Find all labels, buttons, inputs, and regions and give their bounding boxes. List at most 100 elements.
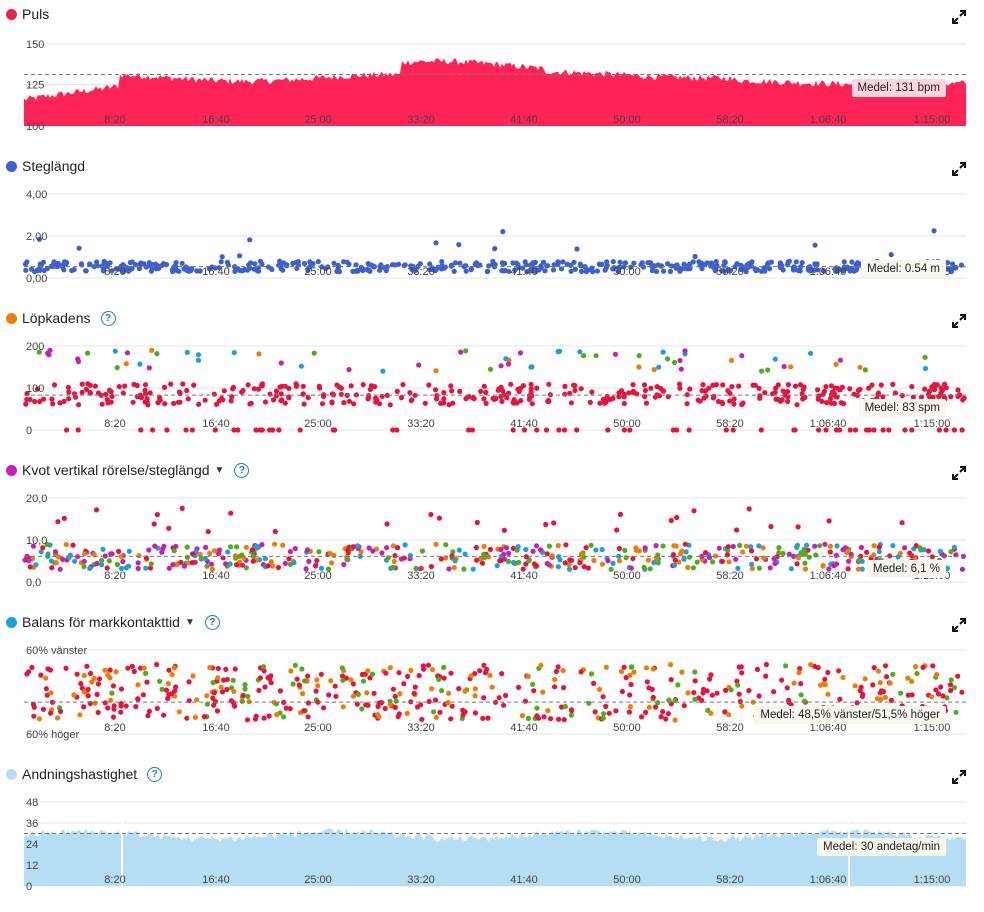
data-point [24,259,30,265]
data-point [364,690,370,696]
data-point [909,692,915,698]
data-point [544,263,550,269]
expand-icon[interactable] [952,618,966,632]
data-point [169,672,175,678]
data-point [728,357,735,363]
data-point [313,688,319,694]
data-point [438,400,444,406]
y-tick-label: 0,00 [26,273,47,285]
data-point [43,675,49,681]
data-point [685,564,691,571]
data-point [228,510,234,516]
data-point [890,671,896,677]
data-point [192,714,198,720]
data-point [135,696,141,702]
panel-title: Löpkadens [22,310,91,326]
data-point [318,671,324,677]
data-point [474,557,480,563]
data-point [345,547,351,553]
data-point [269,563,276,569]
data-point [282,383,288,389]
data-point [587,399,593,405]
data-point [951,685,958,691]
data-point [721,268,727,274]
data-point [85,693,91,699]
data-point [130,399,136,405]
data-point [305,714,311,720]
data-point [473,262,479,268]
expand-icon[interactable] [952,314,966,328]
data-point [329,560,335,566]
data-point [154,351,160,357]
data-point [949,261,956,267]
data-point [142,382,149,388]
data-point [501,551,507,557]
y-tick-label: 0 [26,425,32,437]
data-point [890,543,896,549]
data-point [953,264,959,270]
data-point [108,551,114,557]
data-point [690,259,696,265]
expand-icon[interactable] [952,466,966,480]
data-point [684,392,690,398]
data-point [905,692,912,698]
help-icon[interactable]: ? [234,462,250,478]
expand-icon[interactable] [952,162,966,176]
data-point [180,381,186,387]
data-point [959,566,966,572]
data-point [749,548,755,554]
x-tick-label: 1:15:00 [914,874,951,886]
data-point [204,701,210,707]
dropdown-caret-icon[interactable]: ▼ [184,616,195,628]
data-point [372,395,379,401]
data-point [876,549,882,555]
data-point [510,545,516,551]
data-point [111,703,117,709]
data-point [165,681,171,687]
dropdown-caret-icon[interactable]: ▼ [214,464,225,476]
data-point [123,703,129,709]
data-point [65,384,71,390]
data-point [470,395,476,401]
y-tick-label: 150 [26,39,44,51]
data-point [387,665,393,671]
data-point [266,713,272,719]
data-point [947,682,954,688]
data-point [40,545,46,551]
data-point [401,263,407,269]
y-tick-label: 48 [26,797,38,809]
data-point [871,543,877,549]
data-point [190,551,196,557]
chart-panel-balans: Balans för markkontakttid ▼? 60% vänster 60… [0,608,984,760]
data-point [807,268,813,274]
data-point [727,267,734,273]
help-icon[interactable]: ? [100,310,116,326]
data-point [551,262,557,268]
data-point [546,543,553,549]
chart-svg: 4,00 2,00 0,00 8:20 16:40 25:00 33:20 41:40 50:0… [22,189,966,285]
data-point [360,382,366,388]
help-icon[interactable]: ? [204,614,220,630]
data-point [546,381,552,387]
data-point [326,692,332,698]
data-point [151,521,157,527]
data-point [74,554,81,560]
data-point [685,690,691,696]
expand-icon[interactable] [952,770,966,784]
data-point [268,680,274,686]
data-point [176,709,182,715]
expand-icon[interactable] [952,10,966,24]
data-point [72,558,78,564]
data-point [571,259,577,265]
data-point [449,553,455,559]
data-point [179,260,185,266]
data-point [118,565,125,572]
data-point [552,684,558,690]
data-point [603,398,610,404]
data-point [890,381,896,387]
data-point [163,687,169,693]
data-point [318,565,325,571]
data-point [530,260,536,266]
help-icon[interactable]: ? [147,766,163,782]
data-point [152,261,159,267]
